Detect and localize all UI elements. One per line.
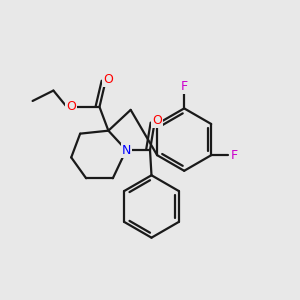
Text: O: O	[103, 73, 113, 86]
Text: N: N	[122, 143, 131, 157]
Text: F: F	[181, 80, 188, 93]
Text: O: O	[66, 100, 76, 113]
Text: F: F	[230, 149, 238, 162]
Text: O: O	[152, 114, 162, 128]
